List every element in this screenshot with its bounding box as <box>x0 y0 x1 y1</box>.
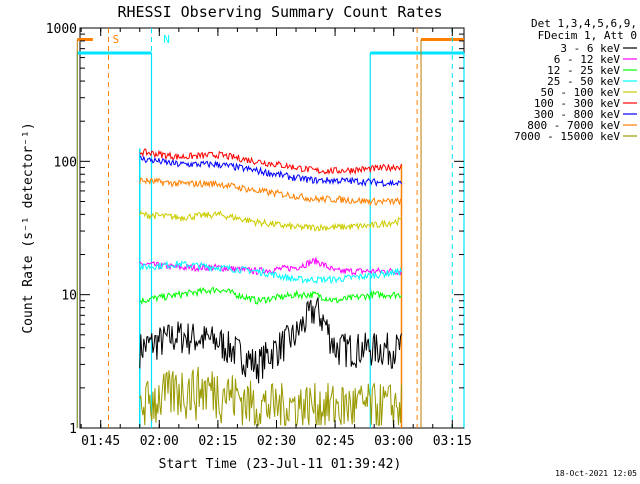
series-line-1 <box>139 297 402 384</box>
y-tick-label: 10 <box>61 289 77 304</box>
x-tick-label: 02:00 <box>140 434 179 449</box>
series-line-6 <box>139 148 402 176</box>
y-tick-label: 1000 <box>46 22 77 37</box>
annotation-n: N <box>163 33 170 46</box>
series-line-9 <box>139 366 402 426</box>
series-line-8 <box>139 177 402 207</box>
plot-frame <box>79 27 465 429</box>
y-axis-label: Count Rate (s⁻¹ detector⁻¹) <box>21 122 36 333</box>
series-line-5 <box>139 210 402 232</box>
x-tick-label: 01:45 <box>81 434 120 449</box>
y-tick-label: 100 <box>54 155 77 170</box>
x-tick-label: 02:15 <box>198 434 237 449</box>
legend-label-3: 12 - 25 keV <box>547 64 620 77</box>
legend-label-1: 3 - 6 keV <box>560 42 620 55</box>
chart-title: RHESSI Observing Summary Count Rates <box>117 3 442 21</box>
legend-label-2: 6 - 12 keV <box>554 53 621 66</box>
x-axis-label: Start Time (23-Jul-11 01:39:42) <box>159 457 402 472</box>
series-line-4 <box>139 260 402 284</box>
series-line-7 <box>139 155 402 188</box>
series-line-2 <box>139 257 402 276</box>
series-line-3 <box>139 286 402 306</box>
legend-label-8: 800 - 7000 keV <box>527 119 620 132</box>
x-tick-label: 03:15 <box>433 434 472 449</box>
legend-label-4: 25 - 50 keV <box>547 75 620 88</box>
legend-label-6: 100 - 300 keV <box>534 97 620 110</box>
legend-label-7: 300 - 800 keV <box>534 108 620 121</box>
annotation-s: S <box>113 33 120 46</box>
x-tick-label: 02:45 <box>316 434 355 449</box>
y-tick-label: 1 <box>69 422 77 437</box>
legend-header-detectors: Det 1,3,4,5,6,9, <box>531 17 637 30</box>
x-tick-label: 02:30 <box>257 434 296 449</box>
legend-label-9: 7000 - 15000 keV <box>514 130 620 143</box>
x-tick-label: 03:00 <box>374 434 413 449</box>
footer-timestamp: 18-Oct-2021 12:05 <box>555 469 637 478</box>
legend-label-5: 50 - 100 keV <box>541 86 621 99</box>
legend-header-fdecim: FDecim 1, Att 0 <box>538 29 637 42</box>
